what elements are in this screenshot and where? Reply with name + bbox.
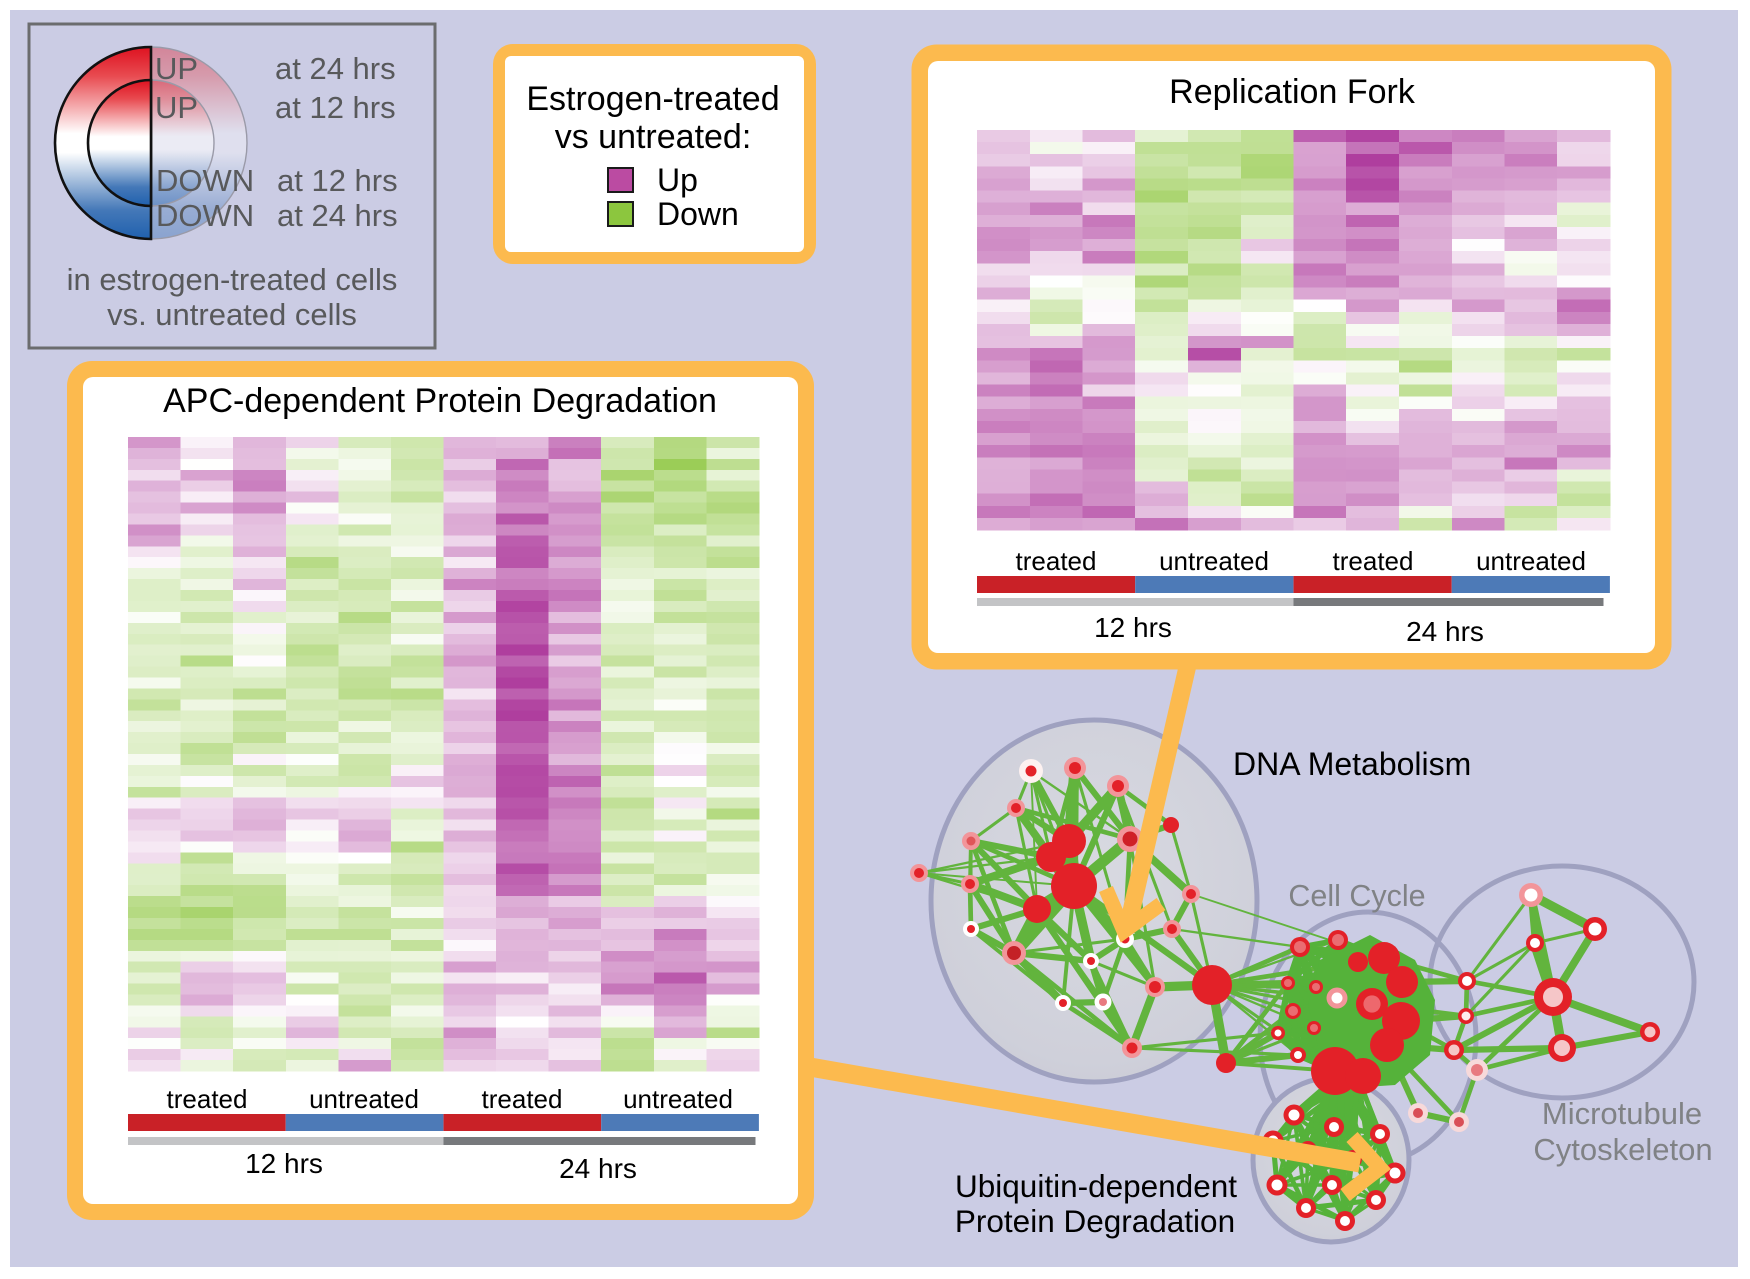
svg-text:Cytoskeleton: Cytoskeleton: [1533, 1132, 1712, 1167]
svg-text:Down: Down: [657, 196, 739, 232]
svg-text:at 24 hrs: at 24 hrs: [277, 198, 398, 233]
svg-text:untreated: untreated: [309, 1084, 419, 1114]
svg-text:treated: treated: [1333, 546, 1414, 576]
svg-text:treated: treated: [482, 1084, 563, 1114]
svg-text:Up: Up: [657, 162, 698, 198]
svg-text:vs untreated:: vs untreated:: [555, 118, 752, 156]
svg-text:untreated: untreated: [1159, 546, 1269, 576]
svg-text:at 12 hrs: at 12 hrs: [275, 90, 396, 125]
svg-text:vs. untreated cells: vs. untreated cells: [107, 297, 357, 332]
svg-text:Ubiquitin-dependent: Ubiquitin-dependent: [955, 1168, 1237, 1204]
svg-text:untreated: untreated: [1476, 546, 1586, 576]
svg-text:DOWN: DOWN: [156, 198, 254, 233]
svg-text:DOWN: DOWN: [156, 163, 254, 198]
svg-text:12 hrs: 12 hrs: [1094, 612, 1172, 643]
svg-text:Cell Cycle: Cell Cycle: [1288, 879, 1425, 913]
svg-text:Microtubule: Microtubule: [1542, 1096, 1702, 1131]
svg-text:at 12 hrs: at 12 hrs: [277, 163, 398, 198]
svg-text:UP: UP: [155, 51, 198, 86]
svg-text:24 hrs: 24 hrs: [1406, 616, 1484, 647]
svg-text:treated: treated: [1016, 546, 1097, 576]
svg-text:DNA Metabolism: DNA Metabolism: [1233, 746, 1471, 782]
svg-text:UP: UP: [155, 90, 198, 125]
svg-text:in estrogen-treated cells: in estrogen-treated cells: [67, 262, 398, 297]
svg-text:treated: treated: [167, 1084, 248, 1114]
svg-text:24 hrs: 24 hrs: [559, 1153, 637, 1184]
svg-text:Replication Fork: Replication Fork: [1169, 73, 1416, 111]
svg-text:12 hrs: 12 hrs: [245, 1148, 323, 1179]
svg-text:Estrogen-treated: Estrogen-treated: [526, 80, 779, 118]
svg-text:untreated: untreated: [623, 1084, 733, 1114]
svg-text:Protein Degradation: Protein Degradation: [955, 1203, 1235, 1239]
svg-text:APC-dependent Protein Degradat: APC-dependent Protein Degradation: [163, 382, 717, 420]
svg-text:at 24 hrs: at 24 hrs: [275, 51, 396, 86]
